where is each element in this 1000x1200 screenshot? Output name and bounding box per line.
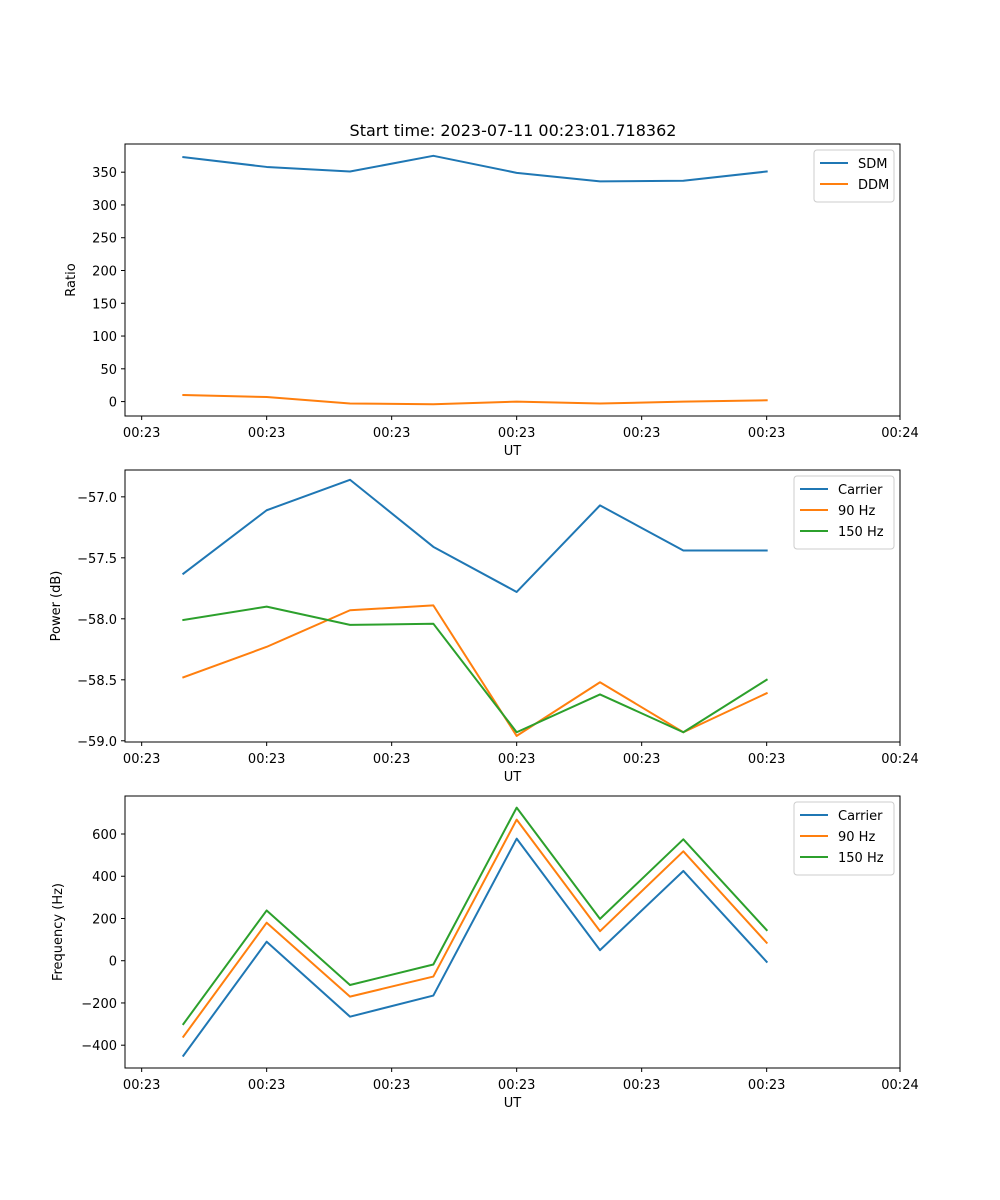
subplot-3: 00:23 00:23 00:23 00:23 00:23 00:23 00:24 −400 −… [51,795,919,1111]
y-axis-label: Power (dB) [49,571,64,642]
y-axis-label: Ratio [64,263,79,296]
x-tick-label: 00:23 [498,1078,535,1093]
y-tick-label: −400 [81,1039,117,1054]
x-tick-label: 00:23 [123,752,160,767]
y-tick-label: 250 [92,232,117,247]
y-tick-label: −57.0 [77,491,117,506]
y-tick-label: 200 [92,264,117,279]
subplot-2: 00:23 00:23 00:23 00:23 00:23 00:23 00:24 −59.0… [49,469,919,785]
x-tick-label: 00:23 [248,426,285,441]
series-line-carrier [181,478,768,593]
y-tick-label: 150 [92,297,117,312]
y-tick-label: 400 [92,870,117,885]
y-tick-label: 300 [92,199,117,214]
legend-label: SDM [858,157,887,172]
x-tick-label: 00:23 [248,752,285,767]
legend-label: DDM [858,178,889,193]
x-tick-label: 00:23 [373,752,410,767]
x-tick-label: 00:23 [623,1078,660,1093]
legend-label: Carrier [838,809,883,824]
x-tick-label: 00:23 [123,426,160,441]
legend: SDM DDM [813,149,895,203]
legend-label: 90 Hz [838,830,875,845]
legend: Carrier 90 Hz 150 Hz [793,475,895,550]
series-line-150-hz [181,806,769,1026]
x-tick-label: 00:23 [373,426,410,441]
series-line-90-hz [181,818,769,1039]
subplot-1: 00:23 00:23 00:23 00:23 00:23 00:23 00:24 0 50 10… [64,143,919,459]
legend: Carrier 90 Hz 150 Hz [793,801,895,876]
y-tick-label: −58.0 [77,613,117,628]
series-line-90-hz [182,604,768,737]
x-tick-label: 00:24 [881,426,918,441]
x-tick-label: 00:23 [498,426,535,441]
y-tick-label: 600 [92,828,117,843]
y-tick-label: 350 [92,166,117,181]
x-tick-label: 00:23 [498,752,535,767]
x-tick-label: 00:24 [881,1078,918,1093]
y-tick-label: −200 [81,997,117,1012]
axes-frame [124,143,901,417]
chart-title: Start time: 2023-07-11 00:23:01.718362 [350,121,677,140]
y-tick-label: 100 [92,330,117,345]
y-tick-label: 0 [109,396,117,411]
x-tick-label: 00:23 [123,1078,160,1093]
x-axis-label: UT [504,770,522,785]
x-tick-label: 00:23 [248,1078,285,1093]
x-tick-label: 00:23 [623,426,660,441]
x-tick-label: 00:23 [748,426,785,441]
x-tick-label: 00:23 [748,1078,785,1093]
x-tick-label: 00:23 [623,752,660,767]
y-tick-label: −58.5 [77,674,117,689]
series-line-sdm [182,154,768,183]
subplots: 00:23 00:23 00:23 00:23 00:23 00:23 00:24 0 50 10… [49,143,919,1111]
y-axis-label: Frequency (Hz) [51,883,66,981]
axes-frame [124,469,901,743]
series-line-150-hz [182,605,769,734]
x-tick-label: 00:23 [748,752,785,767]
y-tick-label: 200 [92,912,117,927]
series-line-carrier [181,837,769,1058]
x-tick-label: 00:23 [373,1078,410,1093]
y-tick-label: −57.5 [77,552,117,567]
series-line-ddm [182,394,768,406]
legend-label: 150 Hz [838,851,884,866]
axes-frame [124,795,901,1069]
legend-label: 90 Hz [838,504,875,519]
x-axis-label: UT [504,444,522,459]
legend-label: Carrier [838,483,883,498]
y-tick-label: 50 [100,363,117,378]
y-tick-label: −59.0 [77,735,117,750]
x-tick-label: 00:24 [881,752,918,767]
y-tick-label: 0 [109,955,117,970]
legend-label: 150 Hz [838,525,884,540]
x-axis-label: UT [504,1096,522,1111]
